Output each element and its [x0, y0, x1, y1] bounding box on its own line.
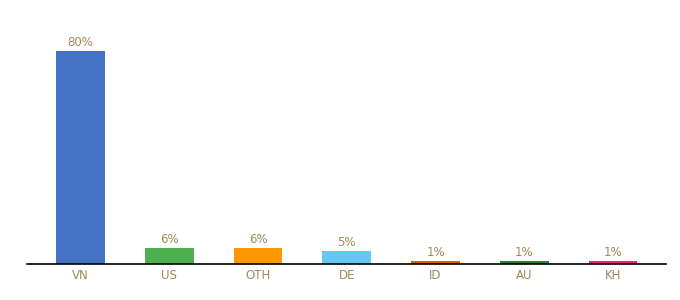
Bar [322, 251, 371, 264]
Text: 80%: 80% [68, 35, 94, 49]
Bar [56, 51, 105, 264]
Text: 1%: 1% [515, 246, 534, 259]
Text: 6%: 6% [160, 233, 179, 246]
Text: 1%: 1% [426, 246, 445, 259]
Text: 6%: 6% [249, 233, 267, 246]
Bar [500, 261, 549, 264]
Bar [411, 261, 460, 264]
Text: 5%: 5% [337, 236, 356, 248]
Bar [589, 261, 637, 264]
Text: 1%: 1% [604, 246, 622, 259]
Bar [145, 248, 194, 264]
Bar [234, 248, 282, 264]
